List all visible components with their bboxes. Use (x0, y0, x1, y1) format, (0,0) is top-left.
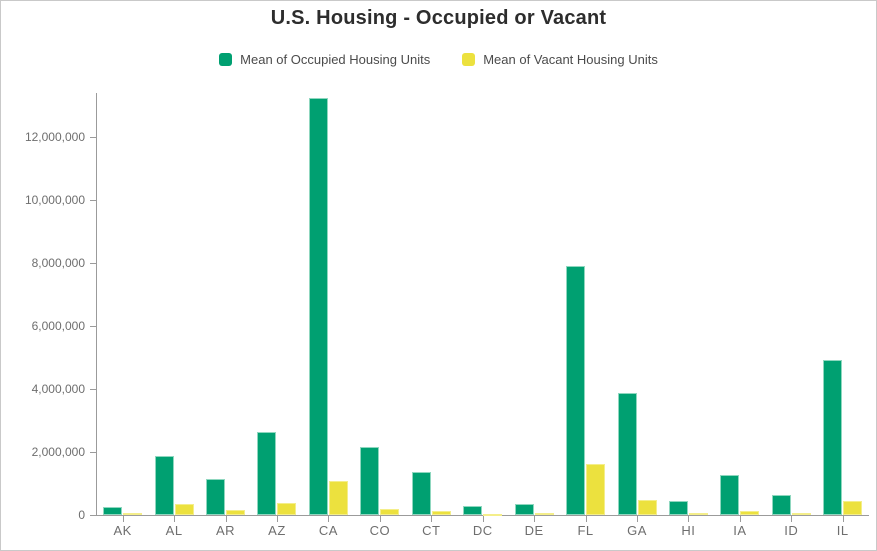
bar-ar-occupied[interactable] (206, 479, 226, 515)
bar-id-occupied[interactable] (771, 495, 791, 515)
y-axis-label: 2,000,000 (31, 445, 85, 459)
bar-ga-occupied[interactable] (617, 393, 637, 515)
x-axis-tick (225, 516, 227, 522)
bar-co-vacant[interactable] (380, 509, 400, 515)
bar-fl-occupied[interactable] (566, 266, 586, 515)
x-axis-label-fl: FL (577, 523, 594, 538)
y-axis-tick (90, 200, 96, 201)
bar-ia-occupied[interactable] (720, 475, 740, 515)
bar-dc-vacant[interactable] (483, 514, 503, 516)
x-axis-label-de: DE (524, 523, 544, 538)
y-axis-tick (90, 452, 96, 453)
x-axis-label-co: CO (369, 523, 391, 538)
y-axis-label: 6,000,000 (31, 319, 85, 333)
bar-ar-vacant[interactable] (226, 510, 246, 515)
x-axis-tick (431, 516, 433, 522)
x-axis-tick (534, 516, 536, 522)
chart-title: U.S. Housing - Occupied or Vacant (270, 7, 607, 29)
bar-az-vacant[interactable] (277, 503, 297, 515)
x-axis-label-ga: GA (627, 523, 647, 538)
x-axis-tick (637, 516, 638, 522)
x-axis-tick (122, 516, 124, 522)
x-axis-label-ca: CA (318, 523, 338, 538)
bar-fl-vacant[interactable] (586, 464, 606, 515)
y-axis (96, 93, 97, 516)
x-axis-label-il: IL (836, 523, 849, 538)
bar-ct-occupied[interactable] (411, 472, 431, 515)
bar-ak-vacant[interactable] (123, 513, 143, 515)
legend-label-occupied: Mean of Occupied Housing Units (240, 52, 431, 67)
x-axis-tick (328, 516, 330, 522)
x-axis-tick (482, 516, 484, 522)
x-axis (96, 515, 869, 516)
y-axis-tick (90, 326, 96, 327)
bar-ak-occupied[interactable] (103, 507, 123, 515)
bar-ga-vacant[interactable] (637, 500, 657, 515)
y-axis-label: 8,000,000 (31, 256, 85, 270)
legend: Mean of Occupied Housing Units Mean of V… (1, 52, 876, 67)
bar-al-vacant[interactable] (174, 504, 194, 515)
bar-ca-vacant[interactable] (328, 481, 348, 515)
bar-il-vacant[interactable] (843, 501, 863, 515)
y-axis-label: 12,000,000 (24, 130, 85, 144)
y-axis-tick (90, 515, 96, 516)
x-axis-tick (379, 516, 381, 522)
legend-swatch-vacant-icon (462, 53, 476, 66)
x-axis-tick (688, 516, 690, 522)
legend-item-occupied[interactable]: Mean of Occupied Housing Units (219, 52, 430, 67)
legend-swatch-occupied-icon (219, 53, 233, 66)
x-axis-tick (174, 516, 176, 522)
x-axis-label-ar: AR (216, 523, 236, 538)
x-axis-tick (791, 516, 793, 522)
bar-de-vacant[interactable] (534, 513, 554, 515)
bar-il-occupied[interactable] (823, 360, 843, 515)
bar-de-occupied[interactable] (514, 504, 534, 515)
bar-ca-occupied[interactable] (308, 98, 328, 515)
bar-hi-occupied[interactable] (668, 501, 688, 515)
x-axis-tick (585, 516, 587, 522)
legend-label-vacant: Mean of Vacant Housing Units (483, 52, 658, 67)
bar-co-occupied[interactable] (360, 447, 380, 515)
x-axis-label-ak: AK (113, 523, 132, 538)
bar-al-occupied[interactable] (154, 456, 174, 515)
x-axis-label-al: AL (165, 523, 183, 538)
x-axis-label-hi: HI (681, 523, 696, 538)
bar-az-occupied[interactable] (257, 432, 277, 515)
legend-item-vacant[interactable]: Mean of Vacant Housing Units (462, 52, 658, 67)
y-axis-tick (90, 389, 96, 390)
x-axis-tick (842, 516, 844, 522)
bar-ct-vacant[interactable] (431, 511, 451, 515)
y-axis-label: 10,000,000 (24, 193, 85, 207)
y-axis-label: 0 (78, 508, 85, 522)
bar-ia-vacant[interactable] (740, 511, 760, 515)
x-axis-tick (739, 516, 741, 522)
y-axis-tick (90, 263, 96, 264)
x-axis-label-ct: CT (422, 523, 441, 538)
x-axis-label-id: ID (784, 523, 799, 538)
x-axis-tick (276, 516, 278, 522)
y-axis-tick (90, 137, 96, 138)
bar-id-vacant[interactable] (791, 513, 811, 515)
bar-dc-occupied[interactable] (463, 506, 483, 515)
x-axis-label-az: AZ (268, 523, 286, 538)
bar-hi-vacant[interactable] (688, 513, 708, 515)
y-axis-label: 4,000,000 (31, 382, 85, 396)
x-axis-label-dc: DC (472, 523, 493, 538)
x-axis-label-ia: IA (733, 523, 747, 538)
